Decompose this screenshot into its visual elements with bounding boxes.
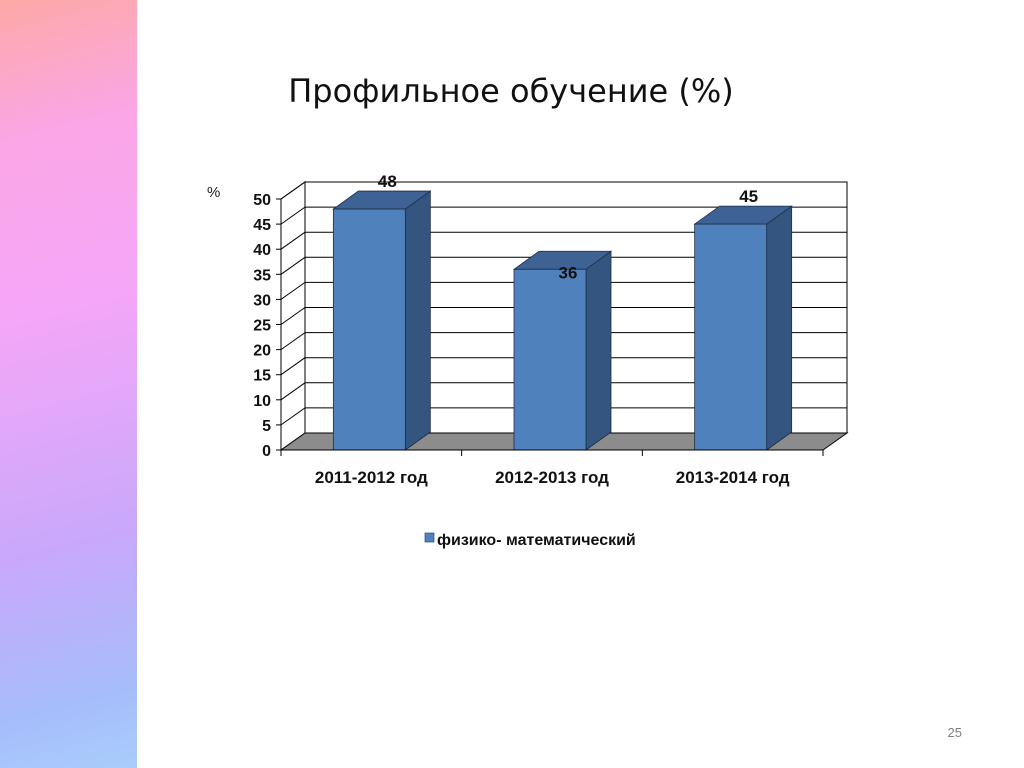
data-label: 48 xyxy=(378,172,397,191)
page-number: 25 xyxy=(947,725,962,740)
y-tick-label: 40 xyxy=(253,242,271,259)
y-tick-label: 5 xyxy=(262,418,271,435)
gridline-side xyxy=(280,407,306,426)
gridline-side xyxy=(280,307,306,325)
x-tick-label: 2013-2014 год xyxy=(676,468,790,487)
decorative-side-band xyxy=(0,0,137,768)
bar-side xyxy=(404,190,431,451)
gridline-side xyxy=(280,256,306,275)
data-labels: 48 36 45 xyxy=(378,172,758,282)
data-label: 45 xyxy=(739,187,758,206)
legend: физико- математический xyxy=(424,532,636,549)
bar-series xyxy=(332,190,793,451)
y-tick-label: 30 xyxy=(253,292,271,309)
value-axis: 0 5 10 15 20 25 30 35 40 45 50 xyxy=(253,192,282,460)
bar xyxy=(332,190,432,451)
y-tick-label: 10 xyxy=(253,393,271,410)
legend-entry: физико- математический xyxy=(437,532,636,549)
bar-front xyxy=(513,268,587,451)
y-tick-label: 15 xyxy=(253,368,271,385)
gridline-side xyxy=(280,206,306,225)
category-axis: 2011-2012 год 2012-2013 год 2013-2014 год xyxy=(280,449,824,487)
y-tick-label: 50 xyxy=(253,192,271,209)
y-tick-label: 45 xyxy=(253,217,271,234)
gridline-side xyxy=(280,231,306,250)
gridline-side xyxy=(280,332,306,351)
x-tick-label: 2011-2012 год xyxy=(315,468,428,487)
y-tick-label: 25 xyxy=(253,318,271,335)
bar-side xyxy=(766,205,793,451)
gridline-side xyxy=(280,181,306,200)
legend-swatch xyxy=(424,532,435,543)
gridline-side xyxy=(280,382,306,401)
bar-side xyxy=(585,250,612,451)
bar xyxy=(693,205,793,451)
data-label: 36 xyxy=(559,263,578,282)
y-tick-label: 20 xyxy=(253,343,271,360)
bar-front xyxy=(694,223,768,451)
gridline-side xyxy=(280,357,306,376)
y-tick-label: 35 xyxy=(253,267,271,284)
bar xyxy=(512,250,613,451)
bar-front xyxy=(332,208,406,451)
y-axis-unit-label: % xyxy=(207,184,220,201)
gridline-side xyxy=(280,281,306,300)
x-tick-label: 2012-2013 год xyxy=(495,468,609,487)
slide-title: Профильное обучение (%) xyxy=(288,72,734,110)
y-tick-label: 0 xyxy=(262,443,271,460)
